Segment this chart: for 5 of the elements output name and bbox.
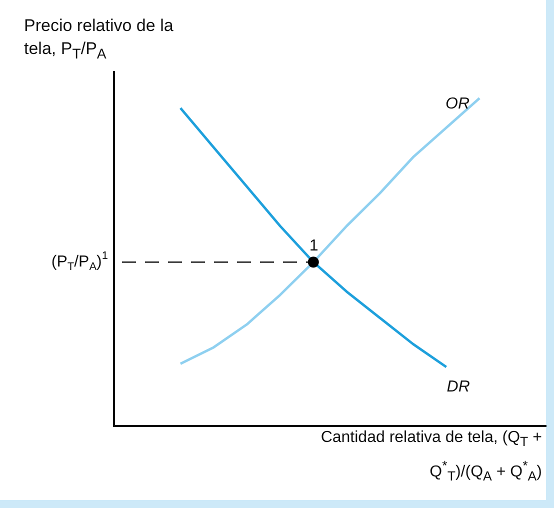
annotation: 1 [309,238,318,255]
series-label: DR [446,378,470,396]
text: Cantidad relativa de tela, (Q$_{T}$ + Q$^{*}$$_{T}$)/(Q$_{A}$ + Q$^{*}$$_{A}$) [320,429,542,484]
series-label: OR [446,96,470,113]
chart-title: Precio relativo de la tela, P$_{T}$/P$_{A}$ [24,15,174,64]
